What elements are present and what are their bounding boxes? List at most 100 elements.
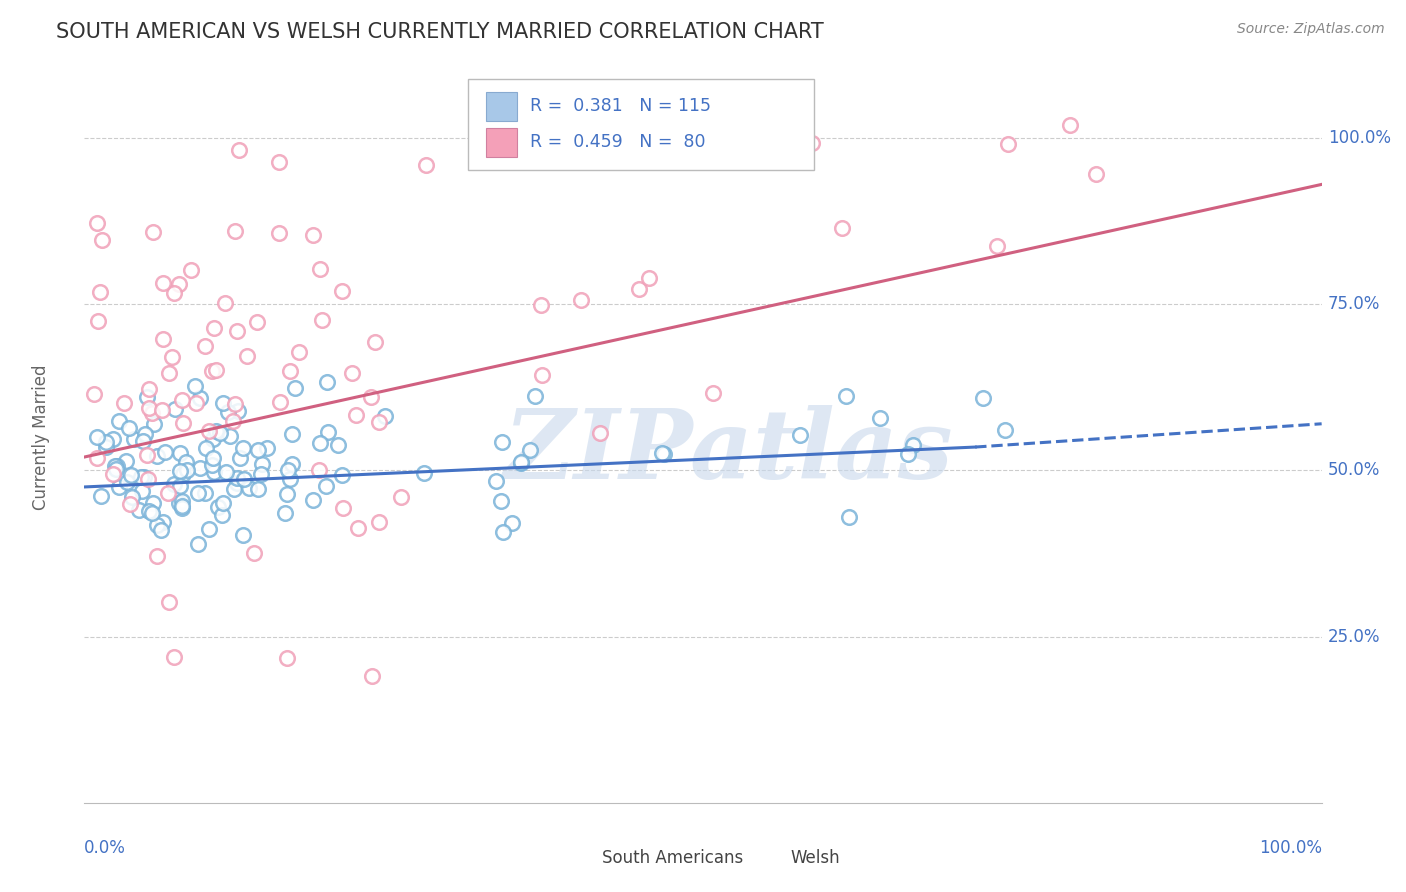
Point (831, 220, 853, 235)
Point (138, 503, 160, 517)
Point (501, 516, 523, 531)
Point (172, 417, 194, 431)
Point (90, 489, 112, 503)
Point (274, 506, 297, 520)
Point (204, 363, 226, 377)
Point (211, 508, 233, 523)
Point (997, 136, 1019, 151)
Point (571, 293, 593, 307)
Point (202, 321, 225, 335)
Point (162, 350, 184, 364)
Point (214, 296, 236, 310)
Point (510, 456, 533, 470)
Point (114, 453, 136, 467)
Point (332, 501, 354, 516)
Point (157, 366, 180, 380)
Point (152, 332, 174, 346)
Point (107, 480, 129, 494)
Point (169, 446, 191, 460)
Point (246, 442, 269, 457)
Point (838, 510, 860, 524)
Point (249, 467, 271, 482)
Point (288, 344, 311, 359)
Text: 25.0%: 25.0% (1327, 628, 1381, 646)
Point (131, 483, 153, 498)
Point (301, 228, 323, 243)
Point (311, 312, 333, 326)
Point (368, 415, 391, 429)
Point (146, 517, 169, 532)
Point (280, 364, 302, 378)
Point (219, 429, 242, 443)
Point (226, 324, 249, 338)
Point (226, 476, 249, 491)
Point (94, 435, 117, 450)
Point (104, 458, 127, 473)
Point (280, 427, 302, 442)
Point (176, 463, 198, 477)
Point (134, 426, 156, 441)
Point (167, 277, 190, 292)
Point (186, 396, 208, 410)
Point (152, 276, 174, 290)
Point (276, 487, 298, 501)
Point (201, 450, 224, 465)
Point (415, 158, 437, 172)
Point (96, 441, 118, 455)
Point (315, 479, 337, 493)
Point (155, 444, 177, 458)
Bar (486, 92, 517, 121)
Point (217, 405, 239, 419)
Point (360, 390, 382, 404)
Text: R =  0.459   N =  80: R = 0.459 N = 80 (530, 133, 706, 152)
Point (202, 465, 225, 479)
Point (330, 468, 353, 483)
Point (101, 432, 124, 446)
Point (238, 481, 260, 495)
Point (172, 494, 194, 508)
Point (301, 492, 323, 507)
Point (128, 503, 150, 517)
Point (835, 389, 858, 403)
Point (135, 448, 157, 462)
Point (243, 546, 266, 560)
Point (308, 463, 330, 477)
Point (232, 471, 254, 485)
Point (281, 457, 304, 471)
Point (201, 364, 224, 378)
Point (205, 424, 228, 438)
Point (340, 366, 363, 380)
Point (132, 434, 155, 448)
Point (136, 472, 159, 486)
Point (346, 521, 368, 535)
Point (228, 404, 250, 418)
Point (169, 479, 191, 493)
Point (652, 447, 675, 461)
Point (226, 470, 249, 484)
Point (208, 425, 231, 440)
Point (413, 466, 436, 480)
Point (87, 314, 110, 328)
Point (364, 334, 387, 349)
Point (236, 349, 259, 363)
Bar (486, 128, 517, 157)
Bar (749, 847, 782, 869)
Point (278, 472, 301, 486)
Point (269, 395, 291, 409)
Point (86, 216, 108, 230)
Point (530, 368, 553, 382)
Point (152, 515, 174, 529)
Point (589, 425, 612, 440)
Point (198, 522, 221, 536)
Point (228, 450, 250, 465)
Text: SOUTH AMERICAN VS WELSH CURRENTLY MARRIED CORRELATION CHART: SOUTH AMERICAN VS WELSH CURRENTLY MARRIE… (56, 22, 824, 42)
Point (231, 441, 253, 455)
FancyBboxPatch shape (468, 78, 814, 170)
Point (344, 408, 367, 422)
Point (1059, 118, 1081, 132)
Point (184, 379, 207, 393)
Text: 50.0%: 50.0% (1327, 461, 1381, 479)
Point (491, 434, 513, 449)
Point (519, 443, 541, 458)
Point (180, 262, 202, 277)
